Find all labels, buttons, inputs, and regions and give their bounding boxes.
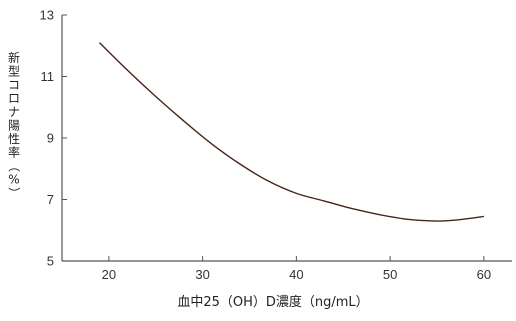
y-axis-label-char: ロ bbox=[8, 92, 20, 106]
y-axis-label-char: ） bbox=[7, 187, 21, 199]
y-tick-label: 7 bbox=[47, 192, 54, 207]
y-axis-label-char: 新 bbox=[8, 50, 20, 65]
series-line bbox=[99, 42, 484, 222]
x-axis-label: 血中25（OH）D濃度（ng/mL） bbox=[177, 294, 368, 310]
y-tick-label: 11 bbox=[41, 69, 55, 84]
y-axis-label-char: （ bbox=[7, 160, 21, 172]
x-tick-label: 40 bbox=[289, 267, 303, 282]
x-tick-label: 60 bbox=[477, 267, 491, 282]
series-layer bbox=[99, 42, 484, 222]
y-tick-label: 5 bbox=[47, 254, 54, 269]
y-axis-label-char: コ bbox=[8, 78, 20, 92]
y-axis-label-char: ナ bbox=[8, 105, 20, 119]
x-tick-label: 30 bbox=[195, 267, 209, 282]
x-tick-label: 50 bbox=[383, 267, 397, 282]
y-axis-label-char: 率 bbox=[8, 145, 20, 160]
x-axis: 20 30 40 50 60 bbox=[62, 256, 512, 282]
y-axis-label-char: 性 bbox=[8, 132, 20, 146]
y-tick-label: 9 bbox=[47, 131, 54, 146]
y-axis-label-char: 型 bbox=[8, 65, 20, 79]
y-axis-label-char: 陽 bbox=[8, 119, 20, 133]
y-axis-label-char: % bbox=[8, 173, 19, 187]
y-axis: 5 7 9 11 13 bbox=[40, 8, 67, 269]
y-tick-label: 13 bbox=[40, 8, 54, 23]
x-tick-label: 20 bbox=[102, 267, 116, 282]
